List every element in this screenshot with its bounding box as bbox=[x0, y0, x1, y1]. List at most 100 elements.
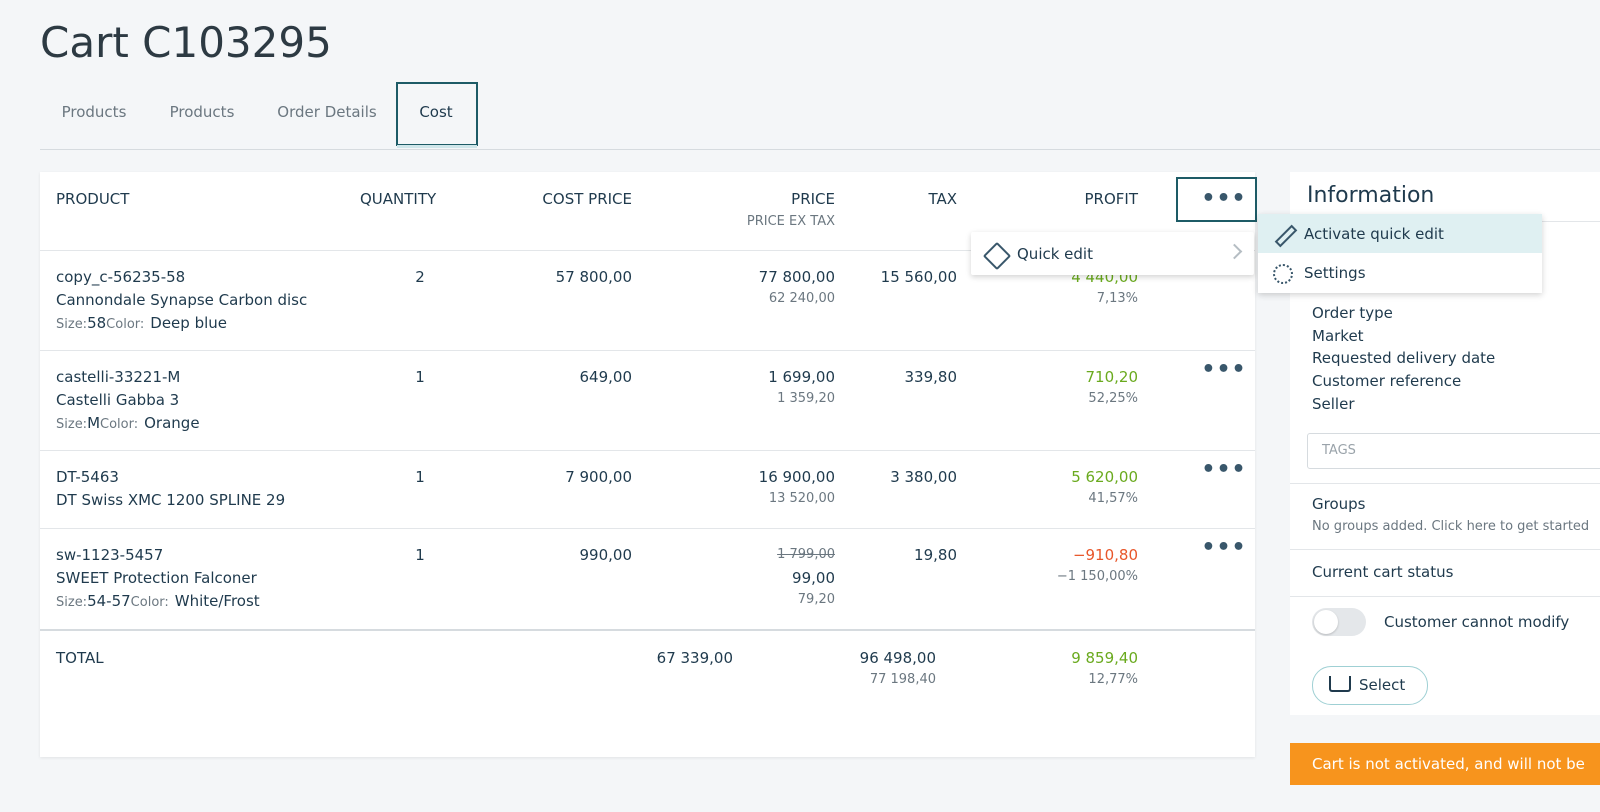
total-profit-percent: 12,77% bbox=[1088, 672, 1138, 687]
groups-title: Groups bbox=[1312, 495, 1366, 513]
header: QUANTITY bbox=[360, 190, 437, 208]
cost-price: 57 800,00 bbox=[555, 268, 632, 286]
tags-input[interactable]: TAGS bbox=[1307, 433, 1600, 469]
row-divider bbox=[40, 528, 1255, 529]
size-label: Size: bbox=[56, 417, 88, 432]
color: Orange bbox=[144, 414, 200, 432]
quantity: 1 bbox=[415, 368, 425, 386]
active-tab-frame[interactable] bbox=[396, 82, 478, 146]
header-dropdown: Activate quick edit Settings bbox=[1258, 214, 1542, 293]
price: 77 800,00 bbox=[758, 268, 835, 286]
sku: sw-1123-5457 bbox=[56, 546, 164, 564]
price: 99,00 bbox=[792, 569, 835, 587]
sku: DT-5463 bbox=[56, 468, 119, 486]
header: PROFIT bbox=[1084, 190, 1139, 208]
price: 16 900,00 bbox=[758, 468, 835, 486]
header: PRICE bbox=[791, 190, 835, 208]
cost-price: 990,00 bbox=[579, 546, 633, 564]
info-field: Requested delivery date bbox=[1312, 349, 1496, 368]
header: COST PRICE bbox=[542, 190, 632, 208]
size: 58 bbox=[87, 314, 107, 332]
profit: 5 620,00 bbox=[1071, 468, 1138, 486]
quantity: 1 bbox=[415, 546, 425, 564]
status-title: Current cart status bbox=[1312, 563, 1454, 581]
total-price-ex-tax: 77 198,40 bbox=[869, 672, 936, 687]
color-label: Color: bbox=[100, 417, 139, 432]
info-field: Customer reference bbox=[1312, 372, 1462, 391]
info-divider bbox=[1290, 483, 1600, 484]
info-field: Seller bbox=[1312, 394, 1355, 413]
cart-icon bbox=[1329, 676, 1351, 692]
select-label: Select bbox=[1359, 676, 1406, 694]
total-profit: 9 859,40 bbox=[1071, 649, 1138, 667]
row-divider bbox=[40, 450, 1255, 451]
toggle[interactable] bbox=[1312, 608, 1366, 636]
row-dropdown: Quick edit bbox=[971, 232, 1254, 275]
info-divider bbox=[1290, 549, 1600, 550]
profit-percent: −1 150,00% bbox=[1056, 569, 1138, 584]
tab[interactable]: Cost bbox=[419, 103, 453, 121]
active-tab-underline bbox=[397, 145, 477, 148]
menu-item[interactable]: Activate quick edit bbox=[1304, 225, 1444, 243]
variant-line: Size:MColor: Orange bbox=[56, 413, 200, 435]
groups-text[interactable]: No groups added. Click here to get start… bbox=[1312, 519, 1590, 534]
row-divider bbox=[40, 250, 1255, 251]
tax: 15 560,00 bbox=[880, 268, 957, 286]
price-ex-tax: 13 520,00 bbox=[768, 491, 835, 506]
color-label: Color: bbox=[130, 595, 169, 610]
quantity: 1 bbox=[415, 468, 425, 486]
product-name: DT Swiss XMC 1200 SPLINE 29 bbox=[56, 491, 286, 509]
tax: 339,80 bbox=[904, 368, 958, 386]
profit: −910,80 bbox=[1072, 546, 1138, 564]
toggle-label: Customer cannot modify bbox=[1384, 613, 1570, 631]
toggle-knob bbox=[1314, 610, 1338, 634]
cost-price: 7 900,00 bbox=[565, 468, 632, 486]
color: White/Frost bbox=[174, 592, 260, 610]
row-divider bbox=[40, 350, 1255, 351]
more-icon[interactable]: ••• bbox=[1201, 186, 1247, 211]
menu-item[interactable]: Settings bbox=[1304, 264, 1366, 282]
tab[interactable]: Order Details bbox=[277, 103, 377, 121]
select-button[interactable]: Select bbox=[1312, 666, 1428, 705]
size-label: Size: bbox=[56, 317, 88, 332]
variant-line: Size:54-57Color: White/Frost bbox=[56, 591, 260, 613]
tab[interactable]: Products bbox=[61, 103, 127, 121]
sku: copy_c-56235-58 bbox=[56, 268, 186, 286]
size: 54-57 bbox=[87, 592, 131, 610]
price-ex-tax: 79,20 bbox=[797, 592, 835, 607]
tab[interactable]: Products bbox=[169, 103, 235, 121]
tax: 3 380,00 bbox=[890, 468, 957, 486]
row-menu-button[interactable]: ••• bbox=[1201, 357, 1247, 382]
chevron bbox=[1226, 243, 1243, 260]
size-label: Size: bbox=[56, 595, 88, 610]
row-menu-button[interactable]: ••• bbox=[1201, 457, 1247, 482]
profit-percent: 52,25% bbox=[1088, 391, 1138, 406]
info-divider bbox=[1290, 596, 1600, 597]
total-cost: 67 339,00 bbox=[656, 649, 733, 667]
old-price: 1 799,00 bbox=[777, 547, 835, 562]
profit: 710,20 bbox=[1085, 368, 1139, 386]
header: PRICE EX TAX bbox=[746, 214, 835, 229]
product-name: Castelli Gabba 3 bbox=[56, 391, 180, 409]
menu-item[interactable]: Quick edit bbox=[1017, 245, 1093, 263]
page-title: Cart C103295 bbox=[40, 18, 332, 67]
gear-icon bbox=[1273, 264, 1293, 284]
header: PRODUCT bbox=[56, 190, 130, 208]
header: TAX bbox=[928, 190, 957, 208]
product-name: SWEET Protection Falconer bbox=[56, 569, 257, 587]
sku: castelli-33221-M bbox=[56, 368, 181, 386]
profit-percent: 7,13% bbox=[1096, 291, 1138, 306]
color: Deep blue bbox=[150, 314, 227, 332]
info-field: Market bbox=[1312, 326, 1364, 345]
size: M bbox=[87, 414, 101, 432]
header-menu-button[interactable] bbox=[1176, 177, 1257, 222]
product-name: Cannondale Synapse Carbon disc bbox=[56, 291, 308, 309]
row-menu-button[interactable]: ••• bbox=[1201, 535, 1247, 560]
total-price: 96 498,00 bbox=[859, 649, 936, 667]
menu-highlight bbox=[1258, 214, 1542, 253]
divider bbox=[40, 149, 1600, 150]
warning-banner: Cart is not activated, and will not be bbox=[1290, 743, 1600, 785]
info-title: Information bbox=[1307, 183, 1435, 208]
profit-percent: 41,57% bbox=[1088, 491, 1138, 506]
